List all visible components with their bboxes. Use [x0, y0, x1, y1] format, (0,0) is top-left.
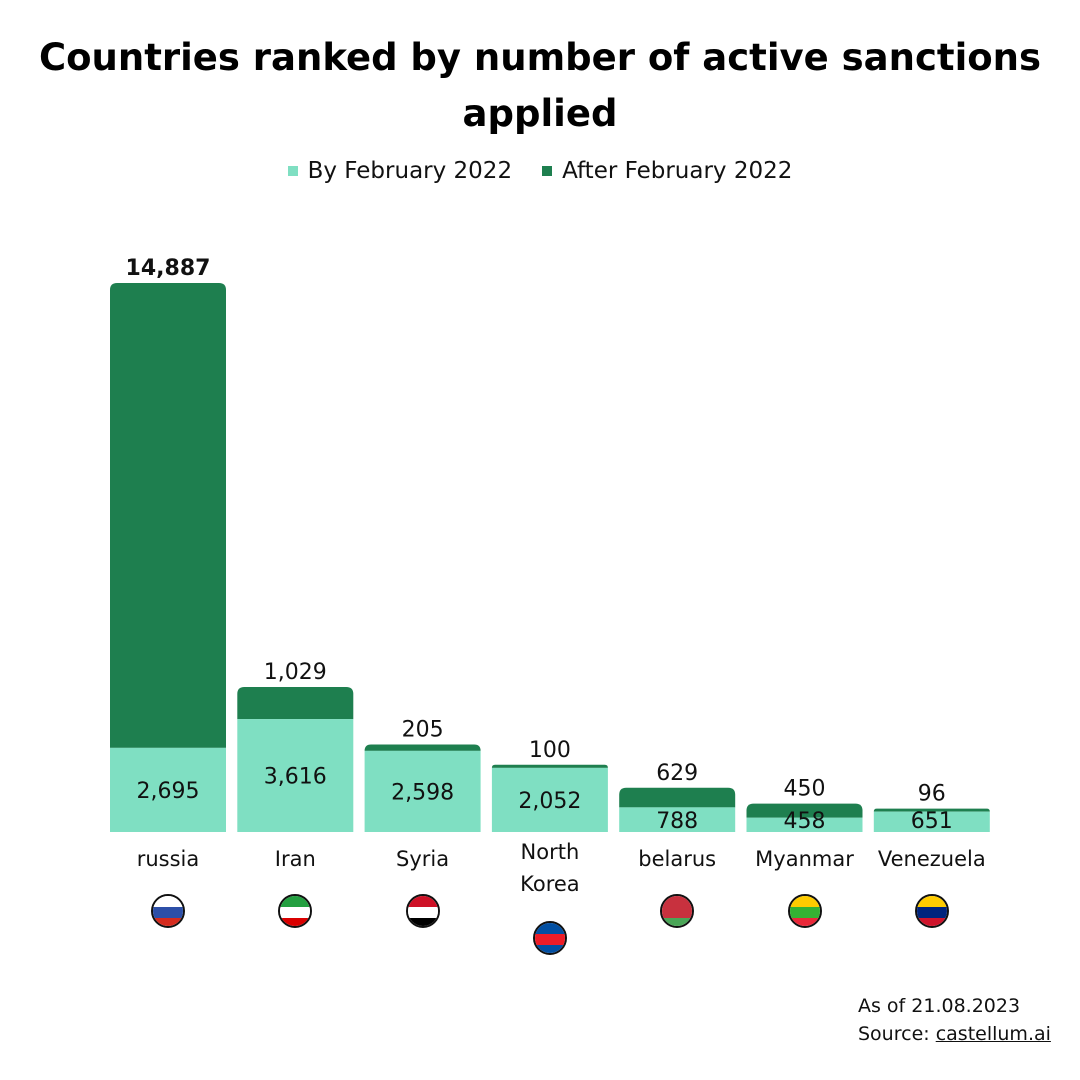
chart-title: Countries ranked by number of active san…	[38, 36, 1042, 135]
flag-stripe	[662, 907, 693, 919]
russia-flag-icon	[151, 894, 185, 928]
category-label-venezuela: Venezuela	[878, 847, 986, 871]
category-label-myanmar: Myanmar	[755, 847, 854, 871]
value-label-by-venezuela: 651	[911, 809, 953, 834]
bar-after-belarus	[619, 787, 736, 808]
flag-stripe	[280, 896, 311, 907]
bar-after-north-korea	[491, 764, 608, 768]
bar-after-russia	[110, 283, 226, 748]
flag-stripe	[153, 896, 183, 907]
flag-stripe	[280, 907, 311, 919]
bar-after-venezuela	[873, 808, 990, 812]
legend-label-after-feb-2022: After February 2022	[562, 158, 793, 184]
value-label-by-belarus: 788	[656, 809, 698, 834]
category-label-iran: Iran	[275, 847, 316, 871]
bar-after-myanmar	[746, 803, 863, 818]
footer-source-label: Source:	[858, 1023, 936, 1045]
value-label-after-syria: 205	[402, 717, 444, 742]
venezuela-flag-icon	[914, 894, 949, 928]
flag-stripe	[662, 918, 693, 926]
footer-date: As of 21.08.2023	[858, 995, 1021, 1017]
footer: As of 21.08.2023 Source: castellum.ai	[858, 992, 1051, 1048]
flag-stripe	[407, 907, 438, 919]
flag-stripe	[789, 907, 820, 919]
legend-swatch-by-feb-2022	[287, 166, 298, 176]
category-label-north-korea: North Korea	[520, 840, 580, 896]
flag-stripe	[407, 896, 438, 907]
value-label-by-syria: 2,598	[391, 780, 454, 805]
bar-by-venezuela	[873, 811, 990, 832]
north-korea-flag-icon	[532, 921, 567, 955]
value-label-after-iran: 1,029	[264, 660, 327, 685]
flag-stripe	[916, 907, 947, 919]
value-label-by-north-korea: 2,052	[518, 789, 581, 814]
iran-flag-icon	[278, 894, 313, 928]
flag-stripe	[916, 918, 947, 926]
value-label-after-russia: 14,887	[126, 256, 211, 281]
flag-stripe	[153, 907, 183, 919]
value-label-after-myanmar: 450	[784, 777, 826, 802]
bar-by-iran	[237, 719, 354, 832]
flag-stripe	[534, 945, 565, 953]
bar-after-syria	[364, 744, 481, 751]
value-label-by-myanmar: 458	[784, 809, 826, 834]
bar-by-syria	[364, 750, 481, 832]
flag-stripe	[789, 918, 820, 926]
bar-by-north-korea	[491, 767, 608, 832]
category-label-belarus: belarus	[638, 847, 716, 871]
legend-item-after-feb-2022: After February 2022	[542, 158, 792, 184]
syria-flag-icon	[405, 894, 440, 928]
value-label-by-iran: 3,616	[264, 765, 327, 790]
flag-stripe	[662, 896, 693, 907]
flag-stripe	[280, 918, 311, 926]
myanmar-flag-icon	[787, 894, 822, 928]
source-link[interactable]: castellum.ai	[935, 1023, 1051, 1045]
flag-stripe	[916, 896, 947, 907]
flag-stripe	[534, 934, 565, 946]
bar-after-iran	[237, 686, 354, 720]
legend: By February 2022 After February 2022	[0, 158, 1080, 184]
flag-stripe	[153, 918, 183, 926]
legend-item-by-feb-2022: By February 2022	[287, 158, 513, 184]
legend-swatch-after-feb-2022	[542, 166, 553, 176]
category-label-syria: Syria	[396, 847, 449, 871]
belarus-flag-icon	[660, 894, 695, 928]
legend-label-by-feb-2022: By February 2022	[307, 158, 513, 184]
flag-stripe	[407, 918, 438, 926]
flag-stripe	[789, 896, 820, 907]
bar-by-belarus	[619, 807, 736, 832]
value-label-after-north-korea: 100	[529, 738, 571, 763]
flag-stripe	[534, 923, 565, 934]
value-label-by-russia: 2,695	[137, 779, 200, 804]
category-label-russia: russia	[137, 847, 200, 871]
bar-by-myanmar	[746, 817, 863, 832]
footer-source: Source: castellum.ai	[858, 1020, 1051, 1048]
bar-by-russia	[110, 747, 226, 832]
value-label-after-venezuela: 96	[918, 782, 946, 807]
value-label-after-belarus: 629	[656, 761, 698, 786]
